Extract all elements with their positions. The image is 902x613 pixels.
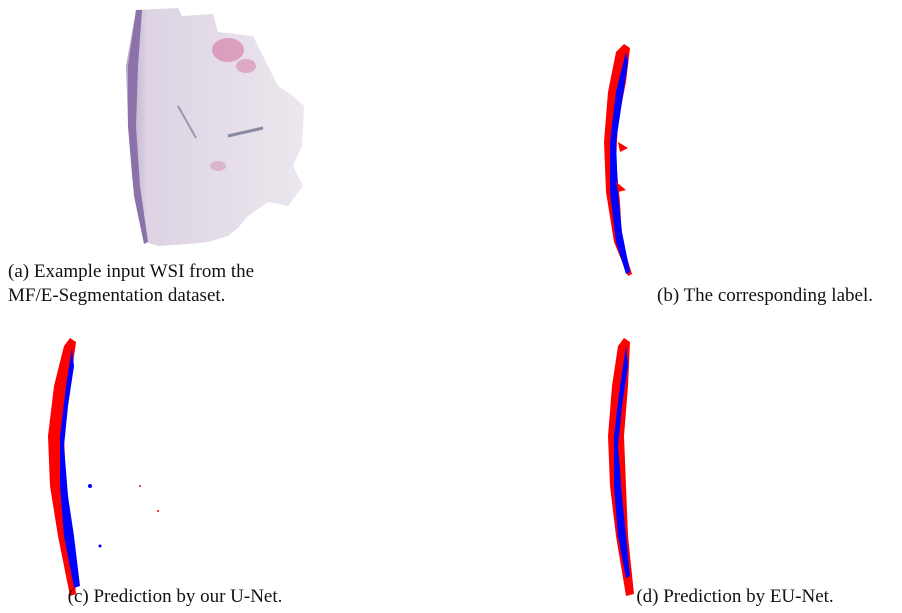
subfigure-label: (d) [636, 586, 658, 607]
label-image [596, 42, 636, 278]
caption-text: Example input WSI from the [34, 261, 254, 282]
caption-line: (d) Prediction by EU-Net. [600, 585, 870, 609]
caption-d: (d) Prediction by EU-Net. [600, 585, 870, 609]
caption-text: MF/E-Segmentation dataset. [8, 285, 225, 306]
caption-line: (b) The corresponding label. [630, 284, 900, 308]
eunet-prediction [602, 336, 638, 598]
caption-text: The corresponding label. [684, 285, 873, 306]
caption-line: (a) Example input WSI from the [8, 260, 254, 284]
caption-text: Prediction by EU-Net. [663, 586, 833, 607]
unet-prediction [40, 336, 180, 600]
caption-line: (c) Prediction by our U-Net. [40, 585, 310, 609]
figure: (a) Example input WSI from theMF/E-Segme… [0, 0, 902, 613]
wsi-image [118, 6, 308, 250]
subfigure-label: (c) [68, 586, 89, 607]
caption-b: (b) The corresponding label. [630, 284, 900, 308]
caption-text: Prediction by our U-Net. [93, 586, 282, 607]
caption-line: MF/E-Segmentation dataset. [8, 284, 254, 308]
subfigure-label: (a) [8, 261, 29, 282]
subfigure-label: (b) [657, 285, 679, 306]
caption-c: (c) Prediction by our U-Net. [40, 585, 310, 609]
